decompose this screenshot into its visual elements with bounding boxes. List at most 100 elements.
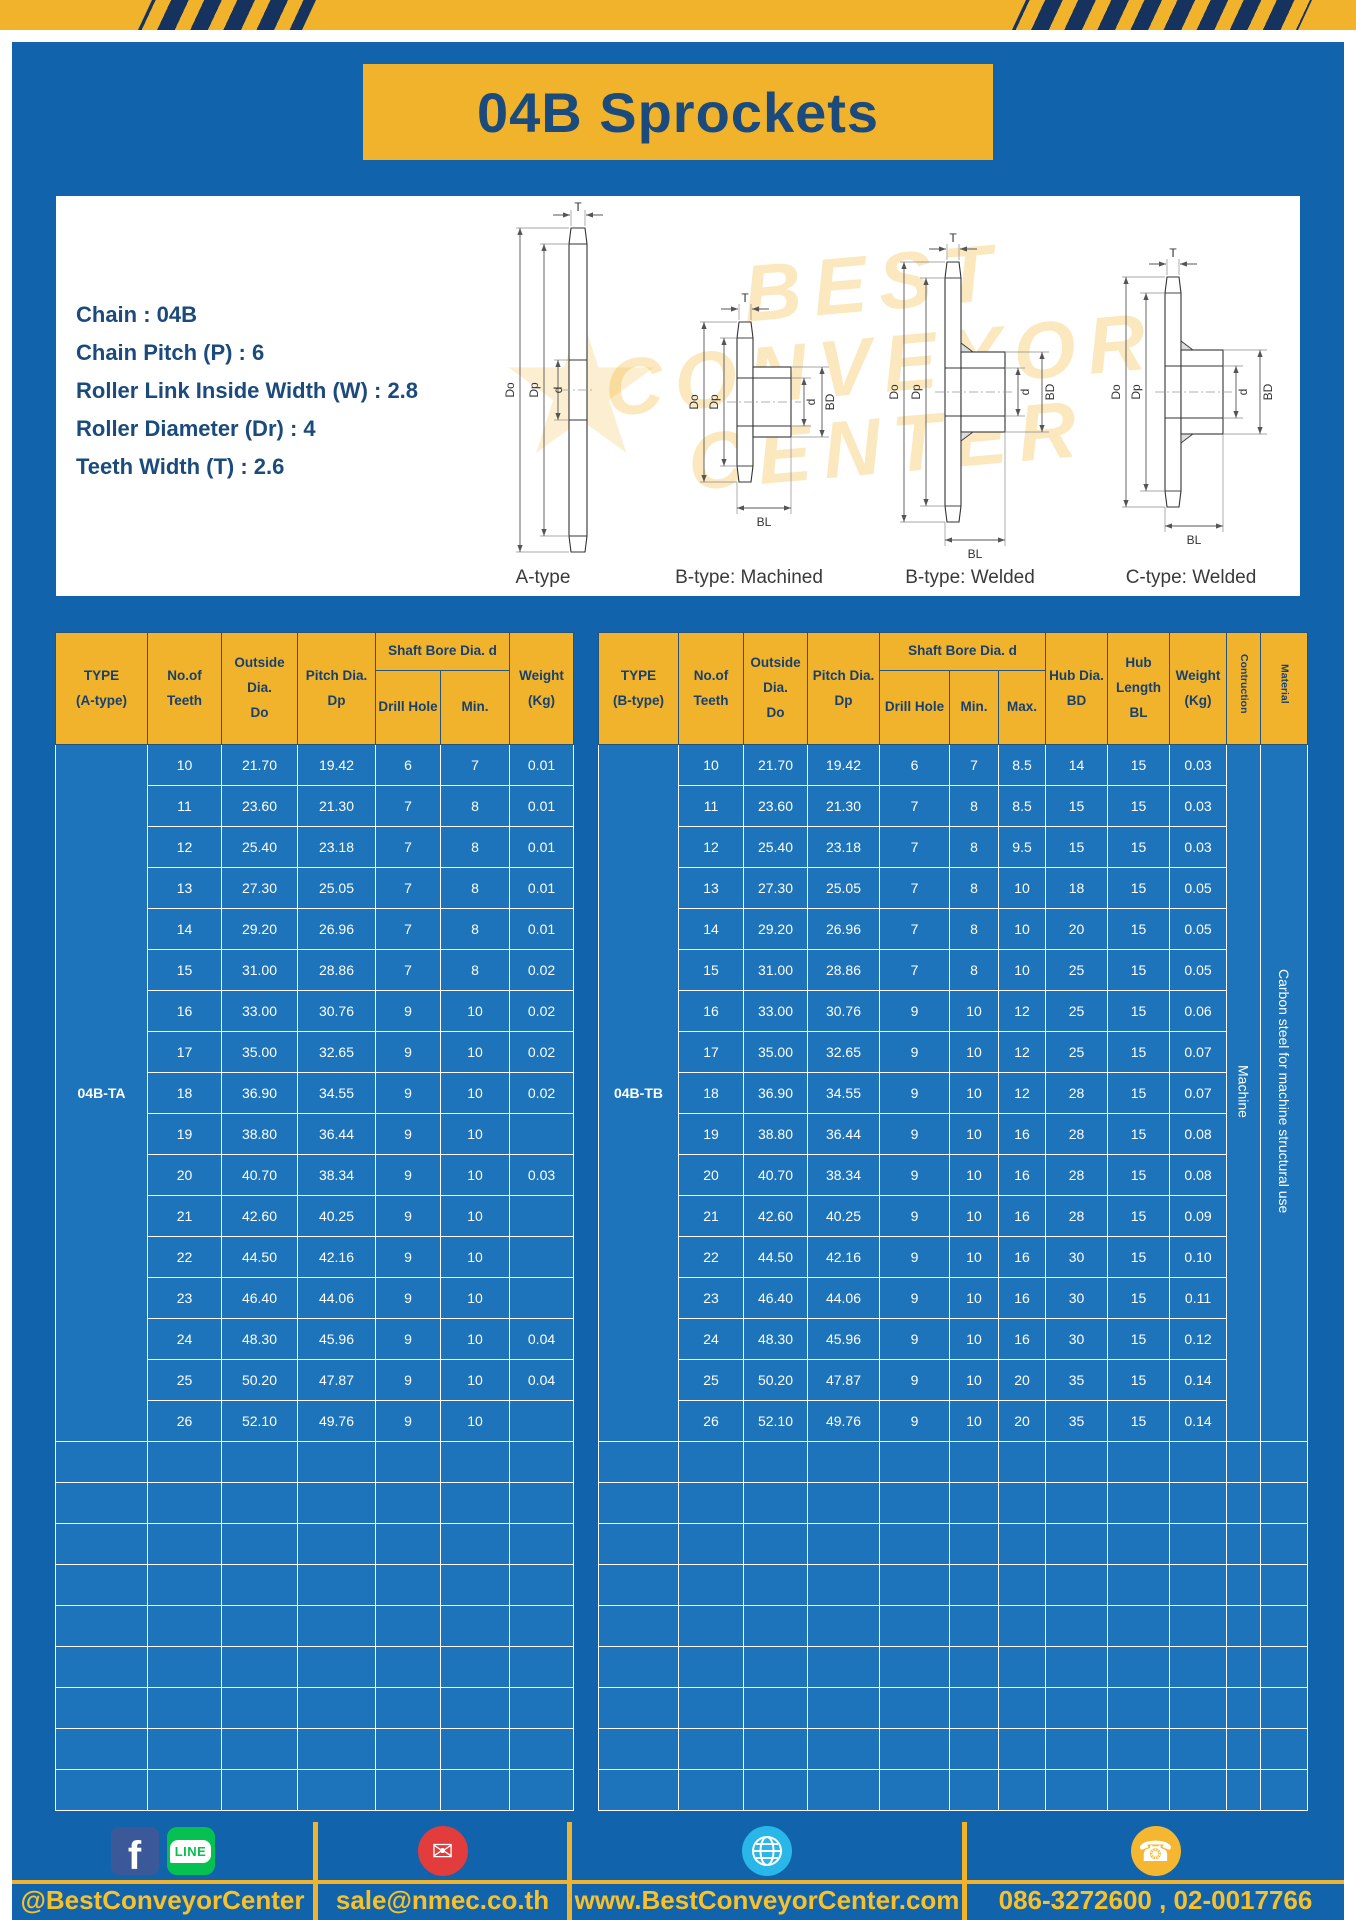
table-cell bbox=[221, 1687, 298, 1729]
diagram-label-b-type-welded: B-type: Welded bbox=[905, 567, 1035, 588]
table-cell: 15 bbox=[1107, 826, 1171, 868]
table-cell: 30 bbox=[1045, 1236, 1109, 1278]
table-cell: 7 bbox=[949, 744, 999, 786]
table-row: 12 25.40 23.18 7 8 9.5 15 15 0.03 bbox=[599, 826, 1308, 868]
table-cell: 7 bbox=[879, 949, 950, 991]
dim-label-d: d bbox=[551, 387, 565, 394]
table-cell bbox=[1045, 1523, 1109, 1565]
table-cell: 0.01 bbox=[509, 785, 575, 827]
table-row: 15 31.00 28.86 7 8 0.02 bbox=[56, 949, 575, 991]
table-cell: 23 bbox=[678, 1277, 744, 1319]
table-cell: 7 bbox=[879, 826, 950, 868]
col-header-teeth: No.of Teeth bbox=[147, 632, 222, 745]
table-cell: 10 bbox=[439, 1031, 511, 1073]
table-cell bbox=[1169, 1564, 1228, 1606]
table-cell: 0.09 bbox=[1169, 1195, 1228, 1237]
table-cell bbox=[879, 1605, 950, 1647]
table-cell: 40.70 bbox=[221, 1154, 298, 1196]
table-cell bbox=[221, 1605, 298, 1647]
table-cell: 20 bbox=[678, 1154, 744, 1196]
table-cell bbox=[55, 1564, 148, 1606]
table-cell: 0.14 bbox=[1169, 1400, 1228, 1442]
table-cell bbox=[147, 1523, 222, 1565]
diagram-a-type: Do Dp d T A-type bbox=[458, 200, 628, 589]
table-cell: 0.10 bbox=[1169, 1236, 1228, 1278]
footer: f LINE @BestConveyorCenter ✉ sale@nmec.c… bbox=[12, 1822, 1344, 1920]
col-header-type: TYPE (B-type) bbox=[598, 632, 679, 745]
type-cell: 04B-TA bbox=[55, 744, 148, 1442]
table-cell: 33.00 bbox=[221, 990, 298, 1032]
table-cell bbox=[375, 1687, 441, 1729]
table-row: 26 52.10 49.76 9 10 20 35 15 0.14 bbox=[599, 1400, 1308, 1442]
footer-social-handle: @BestConveyorCenter bbox=[20, 1884, 305, 1915]
col-header-drill-hole: Drill Hole bbox=[879, 670, 950, 745]
table-cell: 11 bbox=[678, 785, 744, 827]
table-cell bbox=[678, 1646, 744, 1688]
table-cell: 10 bbox=[949, 1031, 999, 1073]
table-cell: 48.30 bbox=[743, 1318, 808, 1360]
dim-label-bd: BD bbox=[1043, 383, 1057, 400]
table-cell bbox=[743, 1769, 808, 1811]
table-cell: 10 bbox=[949, 1400, 999, 1442]
table-cell: 11 bbox=[147, 785, 222, 827]
facebook-icon: f bbox=[110, 1827, 159, 1875]
table-cell bbox=[743, 1441, 808, 1483]
table-cell: 0.12 bbox=[1169, 1318, 1228, 1360]
table-cell bbox=[439, 1646, 511, 1688]
table-cell bbox=[221, 1769, 298, 1811]
table-cell: 19.42 bbox=[297, 744, 376, 786]
table-cell: 10 bbox=[949, 1154, 999, 1196]
table-cell: 40.70 bbox=[743, 1154, 808, 1196]
col-header-outside-dia: Outside Dia. Do bbox=[743, 632, 808, 745]
table-cell: 25.40 bbox=[743, 826, 808, 868]
table-cell: 9 bbox=[375, 1277, 441, 1319]
table-cell: 15 bbox=[1107, 1195, 1171, 1237]
dim-label-t: T bbox=[1169, 246, 1177, 260]
table-cell: 15 bbox=[1045, 785, 1109, 827]
table-cell: 10 bbox=[439, 1236, 511, 1278]
table-cell: 50.20 bbox=[743, 1359, 808, 1401]
table-cell: 18 bbox=[147, 1072, 222, 1114]
table-cell: 25.05 bbox=[807, 867, 880, 909]
table-cell bbox=[1107, 1523, 1171, 1565]
spec-line-roller-width: Roller Link Inside Width (W) : 2.8 bbox=[76, 378, 419, 403]
table-cell: 23.60 bbox=[221, 785, 298, 827]
table-cell: 20 bbox=[997, 1359, 1047, 1401]
table-cell bbox=[375, 1441, 441, 1483]
table-cell bbox=[1169, 1728, 1228, 1770]
table-cell bbox=[1226, 1687, 1262, 1729]
table-cell: 10 bbox=[949, 1113, 999, 1155]
empty-row bbox=[598, 1564, 1309, 1606]
table-cell: 13 bbox=[678, 867, 744, 909]
table-cell: 22 bbox=[147, 1236, 222, 1278]
table-cell: 8 bbox=[949, 785, 999, 827]
table-cell: 16 bbox=[997, 1318, 1047, 1360]
table-cell: 15 bbox=[1107, 1400, 1171, 1442]
table-cell: 0.02 bbox=[509, 1072, 575, 1114]
table-cell bbox=[1169, 1482, 1228, 1524]
table-row: 17 35.00 32.65 9 10 12 25 15 0.07 bbox=[599, 1031, 1308, 1073]
table-cell: 34.55 bbox=[297, 1072, 376, 1114]
table-cell: 20 bbox=[997, 1400, 1047, 1442]
table-cell bbox=[949, 1687, 999, 1729]
table-cell bbox=[879, 1523, 950, 1565]
table-cell bbox=[879, 1687, 950, 1729]
table-cell: 7 bbox=[879, 908, 950, 950]
table-cell bbox=[55, 1482, 148, 1524]
table-cell bbox=[879, 1564, 950, 1606]
table-cell: 0.01 bbox=[509, 908, 575, 950]
empty-row bbox=[55, 1646, 575, 1688]
col-header-pitch-dia: Pitch Dia. Dp bbox=[807, 632, 880, 745]
table-cell: 10 bbox=[997, 949, 1047, 991]
chain-specs: Chain : 04B Chain Pitch (P) : 6 Roller L… bbox=[76, 296, 418, 486]
table-cell: 14 bbox=[678, 908, 744, 950]
table-cell bbox=[1107, 1441, 1171, 1483]
table-cell bbox=[55, 1728, 148, 1770]
dim-label-d: d bbox=[1018, 389, 1032, 396]
dim-label-t: T bbox=[574, 202, 582, 214]
spec-line-pitch: Chain Pitch (P) : 6 bbox=[76, 340, 265, 365]
table-cell: 24 bbox=[678, 1318, 744, 1360]
table-cell bbox=[1045, 1769, 1109, 1811]
table-cell bbox=[1260, 1646, 1309, 1688]
table-cell: 42.60 bbox=[743, 1195, 808, 1237]
